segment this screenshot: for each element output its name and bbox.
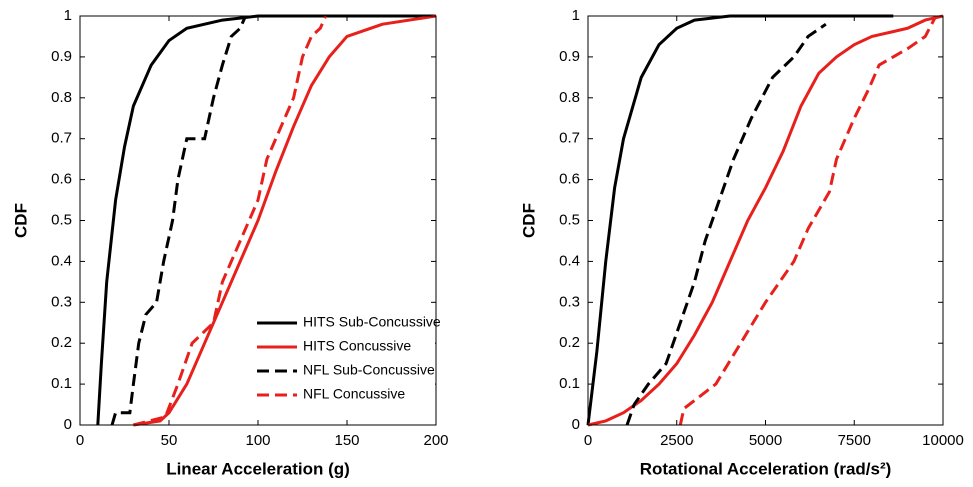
legend-label: NFL Sub-Concussive (303, 362, 435, 378)
cdf-line (133, 15, 328, 427)
x-tick-label: 100 (245, 432, 270, 449)
y-tick-label: 0.3 (51, 293, 72, 310)
cdf-line (678, 15, 938, 426)
x-tick-label: 0 (584, 432, 592, 449)
y-axis-label: CDF (11, 203, 30, 238)
y-tick-label: 0.2 (559, 334, 580, 351)
y-tick-label: 0.6 (559, 171, 580, 188)
x-axis-label: Rotational Acceleration (rad/s²) (640, 459, 892, 478)
cdf-line (625, 22, 827, 426)
cdf-line (586, 14, 894, 426)
y-tick-label: 0.2 (51, 334, 72, 351)
x-tick-label: 150 (334, 432, 359, 449)
y-tick-label: 0.3 (559, 293, 580, 310)
y-tick-label: 0 (64, 416, 72, 433)
x-tick-label: 0 (76, 432, 84, 449)
y-tick-label: 0.6 (51, 171, 72, 188)
x-tick-label: 2500 (660, 432, 693, 449)
legend-label: HITS Concussive (303, 338, 411, 354)
y-tick-label: 0.8 (559, 89, 580, 106)
cdf-line (133, 14, 437, 427)
x-tick-label: 50 (161, 432, 178, 449)
y-tick-label: 0.5 (559, 211, 580, 228)
y-axis-label: CDF (519, 203, 538, 238)
x-axis-label: Linear Acceleration (g) (166, 459, 350, 478)
y-tick-label: 1 (64, 7, 72, 24)
y-tick-label: 0.4 (51, 252, 72, 269)
y-tick-label: 0.9 (559, 48, 580, 65)
legend-label: NFL Concussive (303, 386, 405, 402)
legend-label: HITS Sub-Concussive (303, 314, 441, 330)
cdf-line (587, 14, 944, 427)
x-tick-label: 5000 (749, 432, 782, 449)
x-tick-label: 200 (423, 432, 448, 449)
cdf-line (110, 15, 247, 426)
y-tick-label: 0.7 (51, 130, 72, 147)
x-tick-label: 7500 (838, 432, 871, 449)
x-tick-label: 10000 (922, 432, 964, 449)
y-tick-label: 1 (572, 7, 580, 24)
y-tick-label: 0.8 (51, 89, 72, 106)
y-tick-label: 0.1 (51, 375, 72, 392)
y-tick-label: 0.5 (51, 211, 72, 228)
cdf-line (96, 14, 436, 426)
y-tick-label: 0.9 (51, 48, 72, 65)
y-tick-label: 0.4 (559, 252, 580, 269)
y-tick-label: 0.1 (559, 375, 580, 392)
y-tick-label: 0 (572, 416, 580, 433)
y-tick-label: 0.7 (559, 130, 580, 147)
